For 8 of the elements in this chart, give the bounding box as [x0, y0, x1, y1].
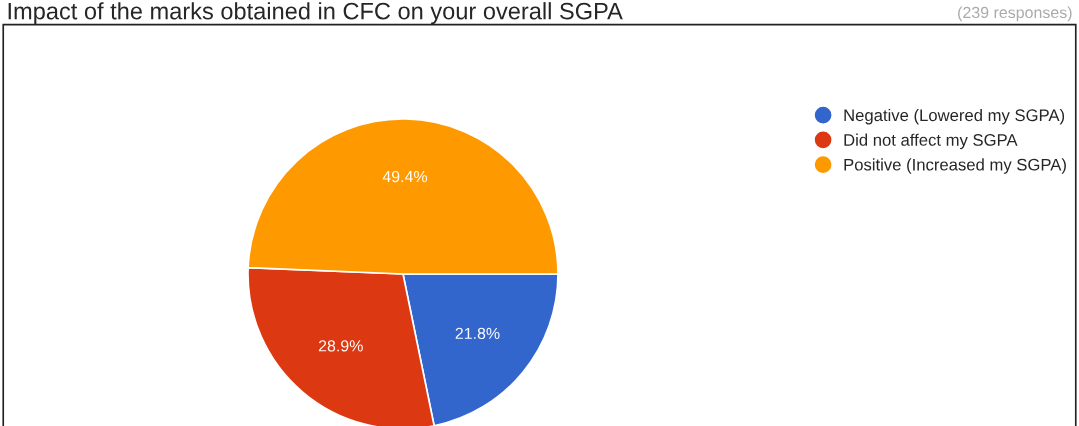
legend-label: Negative (Lowered my SGPA) — [844, 108, 1065, 125]
legend-label: Positive (Increased my SGPA) — [844, 158, 1066, 174]
legend-label: Did not affect my SGPA — [844, 133, 1018, 150]
data-label: 28.9% — [318, 340, 363, 352]
chart-title: Impact of the marks obtained in CFC on your overall SGPA — [8, 2, 623, 25]
data-label: 49.4% — [382, 170, 428, 183]
chart-subtitle: (239 responses) — [958, 6, 1072, 22]
data-label: 21.8% — [455, 327, 500, 340]
